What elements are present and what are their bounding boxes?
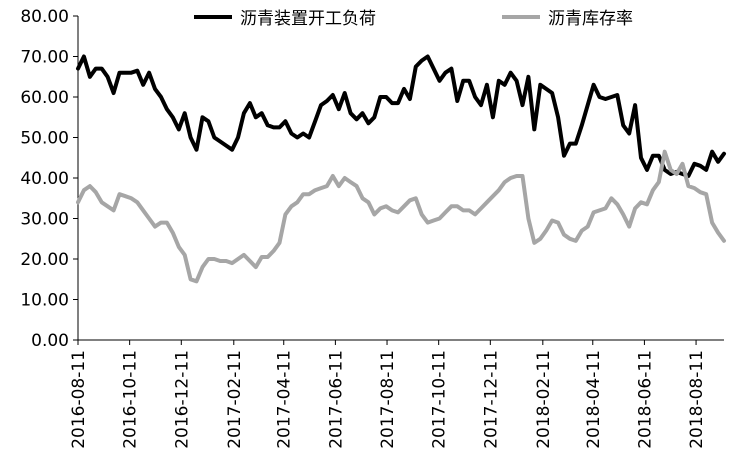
legend-label-2: 沥青库存率 <box>548 9 633 29</box>
series-line-2 <box>76 149 726 284</box>
y-tick-label: 50.00 <box>20 129 69 149</box>
series-group <box>76 54 726 284</box>
y-tick-label: 70.00 <box>20 48 69 68</box>
y-tick-label: 0.00 <box>31 331 69 351</box>
series-line-1 <box>76 54 726 178</box>
x-tick-label: 2018-04-11 <box>584 350 604 449</box>
legend: 沥青装置开工负荷 沥青库存率 <box>194 9 633 29</box>
x-tick-label: 2017-12-11 <box>481 350 501 449</box>
x-tick-label: 2017-08-11 <box>378 350 398 449</box>
x-tick-label: 2018-08-11 <box>687 350 707 449</box>
x-tick-label: 2016-12-11 <box>172 350 192 449</box>
x-tick-label: 2018-02-11 <box>534 350 554 449</box>
y-tick-label: 20.00 <box>20 250 69 270</box>
legend-label-1: 沥青装置开工负荷 <box>240 9 376 29</box>
x-tick-label: 2016-08-11 <box>69 350 89 449</box>
y-tick-label: 60.00 <box>20 88 69 108</box>
x-tick-label: 2016-10-11 <box>121 350 141 449</box>
y-tick-label: 80.00 <box>20 7 69 27</box>
x-tick-label: 2017-02-11 <box>225 350 245 449</box>
y-tick-label: 10.00 <box>20 291 69 311</box>
x-tick-label: 2017-06-11 <box>326 350 346 449</box>
y-tick-label: 40.00 <box>20 169 69 189</box>
x-tick-label: 2018-06-11 <box>635 350 655 449</box>
y-tick-label: 30.00 <box>20 210 69 230</box>
axes: 0.00 10.00 20.00 30.00 40.00 50.00 60.00 70.00 8… <box>20 7 724 449</box>
x-tick-label: 2017-10-11 <box>430 350 450 449</box>
x-tick-label: 2017-04-11 <box>275 350 295 449</box>
